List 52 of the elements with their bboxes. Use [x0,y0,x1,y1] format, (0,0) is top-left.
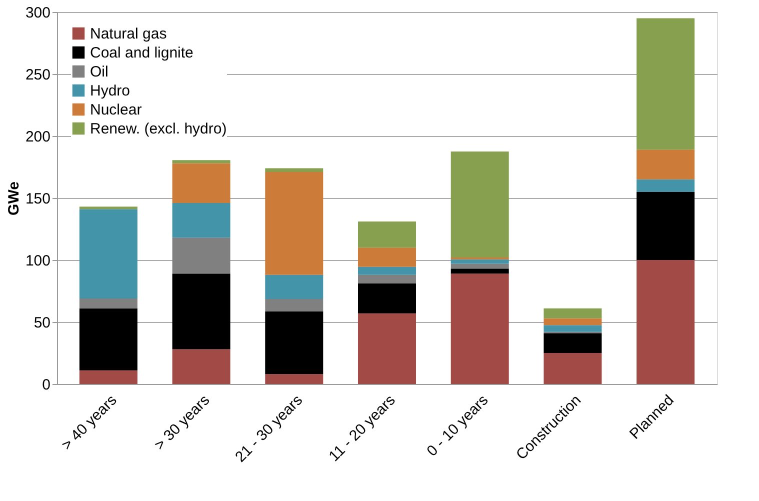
y-tick-label: 100 [25,252,50,270]
bar [544,353,602,384]
legend-label: Nuclear [90,102,142,118]
legend-label: Coal and lignite [90,44,194,62]
bar [358,313,416,384]
bar [450,152,509,258]
bar [172,160,230,164]
bar [636,18,695,150]
bar [544,325,602,332]
y-tick-label: 200 [25,128,50,146]
bar [265,168,324,172]
bar [544,308,602,318]
y-tick-label: 150 [25,190,50,208]
bar [172,238,230,274]
legend-label: Natural gas [90,26,167,42]
bar [265,311,324,374]
bar [265,299,324,312]
bar [636,192,695,260]
y-tick-label: 250 [25,66,50,84]
bar [636,179,695,192]
bar [265,172,324,275]
y-axis-title: GWe [5,182,22,216]
legend-label: Oil [90,64,108,80]
bar [172,163,230,203]
y-tick-label: 300 [25,4,50,22]
bar [450,268,509,274]
bar [544,318,602,326]
bar [265,274,324,300]
bar [79,206,138,210]
bar [450,264,509,269]
bar [358,266,416,275]
bar [358,274,416,284]
bar [358,248,416,267]
legend-label: Hydro [90,82,130,100]
bar [450,274,509,384]
bar [636,150,695,180]
bar [79,370,138,384]
bar [172,202,230,238]
bar [172,349,230,384]
bar [544,333,602,353]
bar [79,308,138,370]
bar [79,298,138,308]
bar [172,274,230,350]
y-tick-label: 50 [34,314,50,332]
legend-label: Renew. (excl. hydro) [90,120,227,138]
bar [265,374,324,384]
bar [79,209,138,298]
bar [358,284,416,314]
bar [636,260,695,384]
bar [358,222,416,248]
y-tick-label: 0 [42,376,50,394]
bar [450,259,509,264]
